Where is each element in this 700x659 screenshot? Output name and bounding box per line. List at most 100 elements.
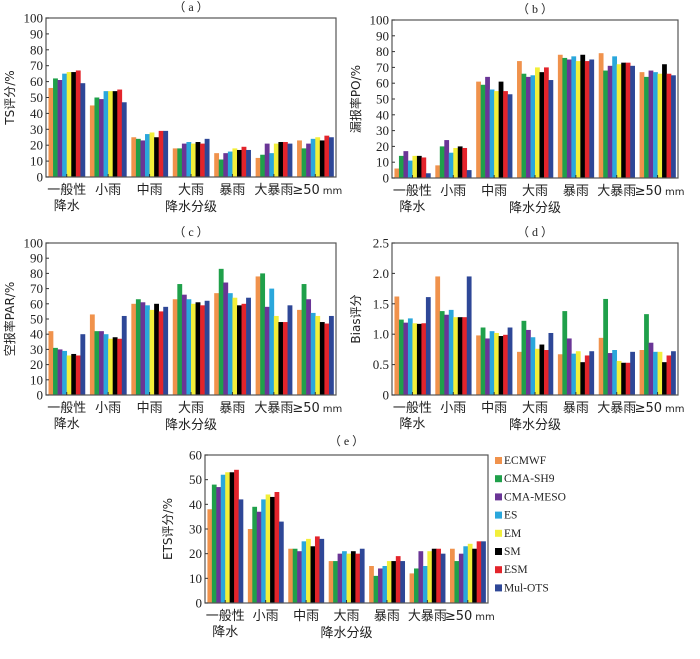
x-tick-label: 大暴雨	[254, 401, 293, 416]
bar-mul-ots-4	[589, 351, 595, 395]
y-tick-label: 20	[30, 138, 43, 153]
x-tick-label: 大暴雨	[408, 609, 447, 624]
y-tick-label: 70	[30, 281, 43, 296]
bar-sm-2	[154, 303, 159, 395]
bar-ecmwf-6	[639, 350, 645, 395]
x-tick-label: 大暴雨	[597, 184, 636, 199]
bar-ecmwf-5	[598, 337, 604, 395]
bar-sm-3	[195, 142, 201, 177]
bar-cma-meso-5	[264, 143, 270, 177]
bar-cma-meso-2	[297, 551, 302, 603]
y-tick-label: 90	[30, 26, 43, 41]
bar-sm-5	[278, 322, 284, 395]
y-tick-label: 90	[376, 28, 389, 43]
y-tick-label: 60	[30, 74, 43, 89]
legend-swatch-ecmwf	[495, 457, 502, 464]
y-tick-label: 0.5	[373, 357, 389, 372]
bar-em-6	[657, 73, 663, 178]
y-tick-label: 10	[30, 154, 43, 169]
bar-mul-ots-4	[400, 561, 406, 603]
bar-mul-ots-5	[287, 305, 293, 395]
bar-mul-ots-5	[630, 351, 635, 395]
bar-es-2	[301, 541, 307, 603]
bar-ecmwf-4	[369, 566, 374, 603]
bar-cma-sh9-3	[177, 148, 183, 177]
bar-esm-1	[117, 89, 123, 177]
bar-mul-ots-3	[359, 548, 365, 603]
x-tick-label: 小雨	[440, 184, 466, 199]
bar-ecmwf-1	[435, 165, 441, 178]
bar-es-0	[62, 73, 68, 177]
y-tick-label: 0	[37, 170, 44, 185]
bar-em-0	[66, 355, 72, 395]
legend-label: SM	[504, 546, 521, 558]
y-axis-label: Bias评分	[349, 294, 363, 343]
bar-cma-sh9-3	[333, 561, 338, 603]
y-tick-label: 60	[30, 296, 43, 311]
bar-mul-ots-3	[548, 332, 554, 395]
x-tick-label-part: ≥50	[635, 401, 662, 416]
x-tick-label: 小雨	[253, 609, 279, 624]
bar-esm-6	[666, 355, 672, 395]
bar-esm-0	[234, 469, 239, 603]
bar-sm-5	[621, 362, 626, 395]
legend-swatch-sm	[495, 548, 502, 555]
bar-sm-1	[457, 146, 463, 178]
bar-esm-5	[625, 62, 631, 178]
bar-ecmwf-5	[255, 157, 261, 177]
bar-es-2	[145, 134, 150, 177]
bar-mul-ots-4	[246, 149, 251, 177]
bar-cma-sh9-4	[218, 268, 224, 395]
legend-label: Mul-OTS	[504, 582, 549, 594]
bar-es-3	[186, 299, 192, 395]
bar-sm-4	[580, 362, 586, 395]
bar-em-3	[191, 303, 196, 395]
bar-mul-ots-6	[481, 541, 486, 603]
bar-es-6	[463, 546, 469, 603]
bar-ecmwf-3	[172, 299, 178, 395]
bar-mul-ots-6	[671, 75, 676, 178]
bar-sm-5	[431, 548, 437, 603]
legend-label: EM	[504, 528, 521, 540]
chart-title: （ e ）	[329, 434, 364, 448]
bar-ecmwf-6	[450, 548, 455, 603]
bar-es-2	[489, 89, 495, 178]
bar-esm-3	[355, 553, 361, 603]
bar-sm-0	[71, 353, 77, 395]
bar-mul-ots-4	[589, 59, 595, 178]
bar-cma-meso-5	[418, 551, 424, 603]
bar-esm-2	[158, 311, 164, 395]
bar-cma-sh9-3	[177, 284, 183, 395]
bar-cma-sh9-2	[480, 84, 486, 178]
bar-cma-meso-6	[306, 299, 312, 395]
bar-em-2	[149, 132, 155, 177]
bar-esm-3	[200, 305, 205, 395]
bar-cma-sh9-6	[301, 148, 307, 177]
bar-es-1	[261, 499, 266, 603]
bar-ecmwf-1	[247, 529, 253, 603]
bar-esm-3	[200, 143, 205, 177]
y-tick-label: 50	[30, 90, 43, 105]
bar-cma-meso-4	[566, 338, 572, 395]
y-tick-label: 20	[189, 546, 202, 561]
bar-es-1	[448, 152, 454, 178]
bar-cma-sh9-1	[252, 506, 258, 603]
y-tick-label: 100	[370, 13, 390, 28]
bar-cma-meso-6	[306, 143, 312, 177]
bar-es-0	[220, 474, 226, 603]
bar-cma-sh9-2	[480, 327, 486, 395]
bar-em-2	[149, 309, 155, 395]
bar-em-5	[273, 315, 279, 395]
bar-cma-meso-5	[607, 65, 613, 178]
x-tick-label: 降水	[399, 200, 425, 215]
bar-cma-sh9-0	[398, 155, 404, 178]
y-tick-label: 40	[376, 107, 389, 122]
bar-em-0	[66, 72, 72, 177]
bar-es-4	[382, 566, 388, 603]
bar-cma-meso-4	[566, 59, 572, 178]
bar-es-0	[62, 350, 68, 395]
bar-es-5	[269, 153, 275, 177]
x-tick-label-part: ≥50	[635, 184, 662, 199]
bar-sm-3	[539, 72, 545, 178]
